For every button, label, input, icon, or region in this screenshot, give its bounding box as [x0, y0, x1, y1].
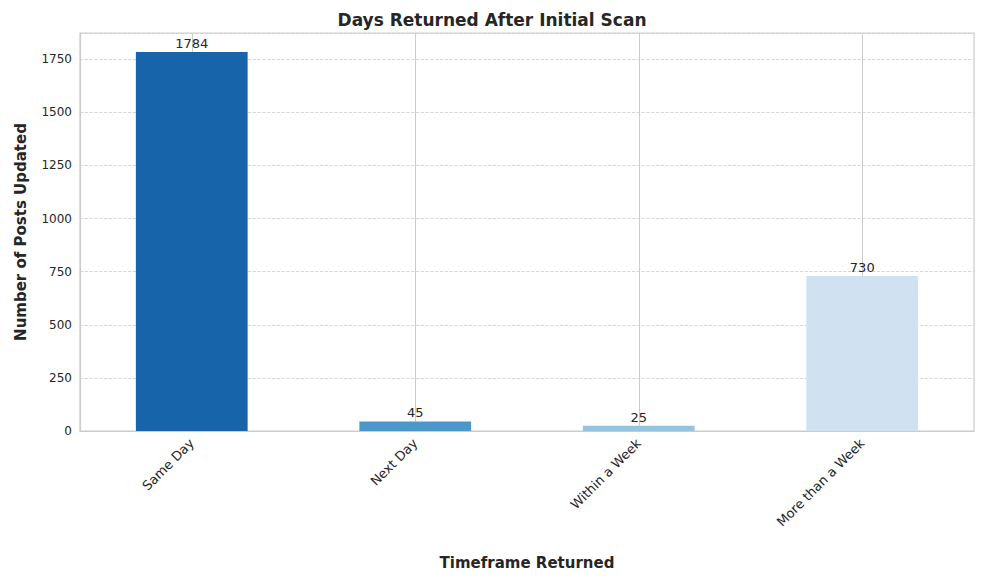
svg-text:730: 730 — [850, 260, 875, 275]
svg-text:1000: 1000 — [41, 212, 72, 226]
svg-text:Number of Posts Updated: Number of Posts Updated — [12, 123, 30, 341]
svg-text:25: 25 — [630, 410, 647, 425]
svg-text:250: 250 — [49, 371, 72, 385]
svg-text:1784: 1784 — [175, 36, 208, 51]
svg-text:0: 0 — [64, 424, 72, 438]
svg-text:750: 750 — [49, 265, 72, 279]
svg-text:Same Day: Same Day — [139, 435, 197, 493]
svg-text:Next Day: Next Day — [368, 435, 421, 488]
svg-text:1500: 1500 — [41, 105, 72, 119]
svg-text:1750: 1750 — [41, 52, 72, 66]
svg-text:Within a Week: Within a Week — [568, 435, 645, 512]
svg-text:500: 500 — [49, 318, 72, 332]
svg-text:Days Returned After Initial Sc: Days Returned After Initial Scan — [338, 10, 647, 30]
svg-text:More than a Week: More than a Week — [774, 435, 868, 529]
svg-text:1250: 1250 — [41, 158, 72, 172]
svg-text:45: 45 — [407, 405, 424, 420]
svg-text:Timeframe Returned: Timeframe Returned — [440, 554, 615, 572]
